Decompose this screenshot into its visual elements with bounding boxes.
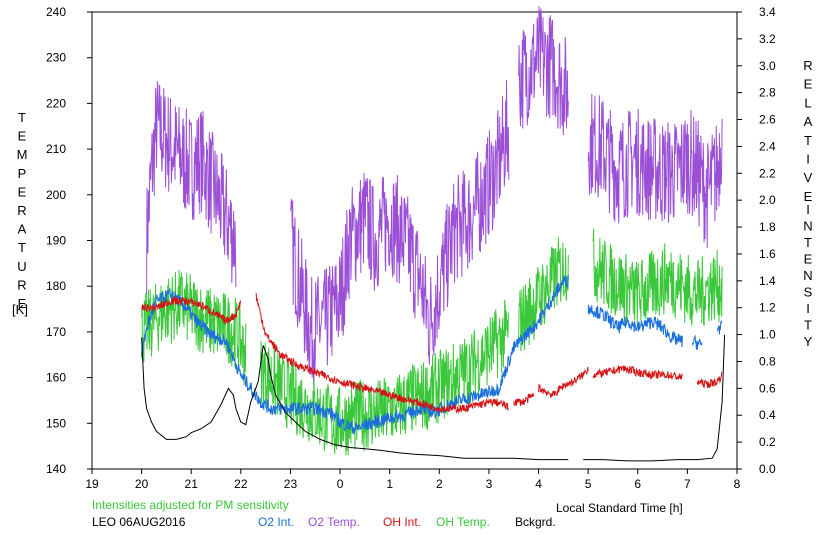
x-tick-label: 0 <box>337 477 344 491</box>
y-left-tick-label: 150 <box>46 416 66 430</box>
y-right-title-letter: Y <box>804 334 813 349</box>
legend-o2-int: O2 Int. <box>258 515 295 529</box>
x-tick-label: 1 <box>386 477 393 491</box>
y-right-tick-label: 1.8 <box>759 220 776 234</box>
y-right-tick-label: 3.0 <box>759 59 776 73</box>
y-right-tick-label: 3.4 <box>759 5 776 19</box>
y-left-tick-label: 220 <box>46 96 66 110</box>
y-right-title-letter: I <box>806 301 810 316</box>
station-label: LEO 06AUG2016 <box>92 515 186 529</box>
y-left-tick-label: 210 <box>46 142 66 156</box>
y-left-tick-label: 170 <box>46 325 66 339</box>
y-right-title-letter: R <box>803 58 812 73</box>
y-right-title-letter: E <box>804 189 813 204</box>
y-right-title-letter: T <box>804 133 812 148</box>
y-left-title-letter: E <box>18 296 27 311</box>
y-left-title-letter: U <box>17 259 26 274</box>
y-right-tick-label: 1.2 <box>759 301 776 315</box>
x-tick-label: 22 <box>234 477 248 491</box>
x-tick-label: 5 <box>585 477 592 491</box>
y-right-tick-label: 0.4 <box>759 408 776 422</box>
series-line-bckgrd- <box>141 334 726 462</box>
y-left-tick-label: 190 <box>46 234 66 248</box>
y-right-tick-label: 3.2 <box>759 32 776 46</box>
y-left-title-letter: T <box>18 240 26 255</box>
y-right-title-letter: E <box>804 252 813 267</box>
y-left-tick-label: 160 <box>46 371 66 385</box>
y-right-tick-label: 0.2 <box>759 435 776 449</box>
y-right-title-letter: E <box>804 77 813 92</box>
series-layer <box>141 6 726 462</box>
y-left-tick-label: 240 <box>46 5 66 19</box>
x-tick-label: 6 <box>634 477 641 491</box>
y-right-title-letter: V <box>804 170 813 185</box>
x-tick-label: 3 <box>486 477 493 491</box>
y-right-tick-label: 0.0 <box>759 462 776 476</box>
y-right-tick-label: 1.6 <box>759 247 776 261</box>
y-right-title-letter: T <box>804 318 812 333</box>
legend-oh-int: OH Int. <box>383 515 422 529</box>
x-tick-label: 4 <box>535 477 542 491</box>
y-right-tick-label: 0.8 <box>759 354 776 368</box>
y-right-title-letter: N <box>803 219 812 234</box>
series-line-o2-int- <box>141 274 723 435</box>
x-tick-label: 2 <box>436 477 443 491</box>
y-left-title-letter: R <box>17 203 26 218</box>
y-right-title-letter: A <box>804 114 813 129</box>
y-right-title-letter: L <box>804 95 811 110</box>
y-right-title-letter: T <box>804 235 812 250</box>
x-tick-label: 19 <box>85 477 99 491</box>
x-tick-label: 8 <box>734 477 741 491</box>
legend-oh-temp: OH Temp. <box>436 515 490 529</box>
y-left-title-letter: E <box>18 129 27 144</box>
y-left-tick-label: 180 <box>46 279 66 293</box>
y-right-title-letter: S <box>804 285 813 300</box>
y-right-tick-label: 1.4 <box>759 274 776 288</box>
pm-sensitivity-note: Intensities adjusted for PM sensitivity <box>92 498 289 512</box>
y-right-tick-label: 2.8 <box>759 86 776 100</box>
x-tick-label: 7 <box>684 477 691 491</box>
y-left-title-letter: A <box>18 222 27 237</box>
y-right-title-letter: I <box>806 202 810 217</box>
legend-o2-temp: O2 Temp. <box>308 515 360 529</box>
x-axis-title: Local Standard Time [h] <box>556 501 683 515</box>
y-left-title-letter: P <box>18 166 27 181</box>
y-right-title-letter: N <box>803 268 812 283</box>
y-left-unit: [K] <box>12 302 28 317</box>
axis-layer: 19 20 21 22 23 0 1 2 3 4 5 6 7 8140150160170180190200… <box>12 5 813 491</box>
legend-bckgrd: Bckgrd. <box>515 515 556 529</box>
y-left-title-letter: M <box>17 147 28 162</box>
y-left-title-letter: T <box>18 110 26 125</box>
series-line-o2-temp- <box>146 6 723 386</box>
y-left-tick-label: 200 <box>46 188 66 202</box>
y-right-tick-label: 2.6 <box>759 113 776 127</box>
x-tick-label: 21 <box>185 477 199 491</box>
y-left-tick-label: 140 <box>46 462 66 476</box>
y-right-tick-label: 1.0 <box>759 328 776 342</box>
y-right-tick-label: 2.4 <box>759 139 776 153</box>
y-left-title-letter: E <box>18 184 27 199</box>
y-right-tick-label: 2.2 <box>759 166 776 180</box>
y-right-tick-label: 2.0 <box>759 193 776 207</box>
y-left-tick-label: 230 <box>46 51 66 65</box>
y-right-title-letter: I <box>806 152 810 167</box>
y-right-tick-label: 0.6 <box>759 381 776 395</box>
x-tick-label: 20 <box>135 477 149 491</box>
x-tick-label: 23 <box>284 477 298 491</box>
series-line-oh-int- <box>141 292 723 414</box>
y-left-title-letter: R <box>17 277 26 292</box>
